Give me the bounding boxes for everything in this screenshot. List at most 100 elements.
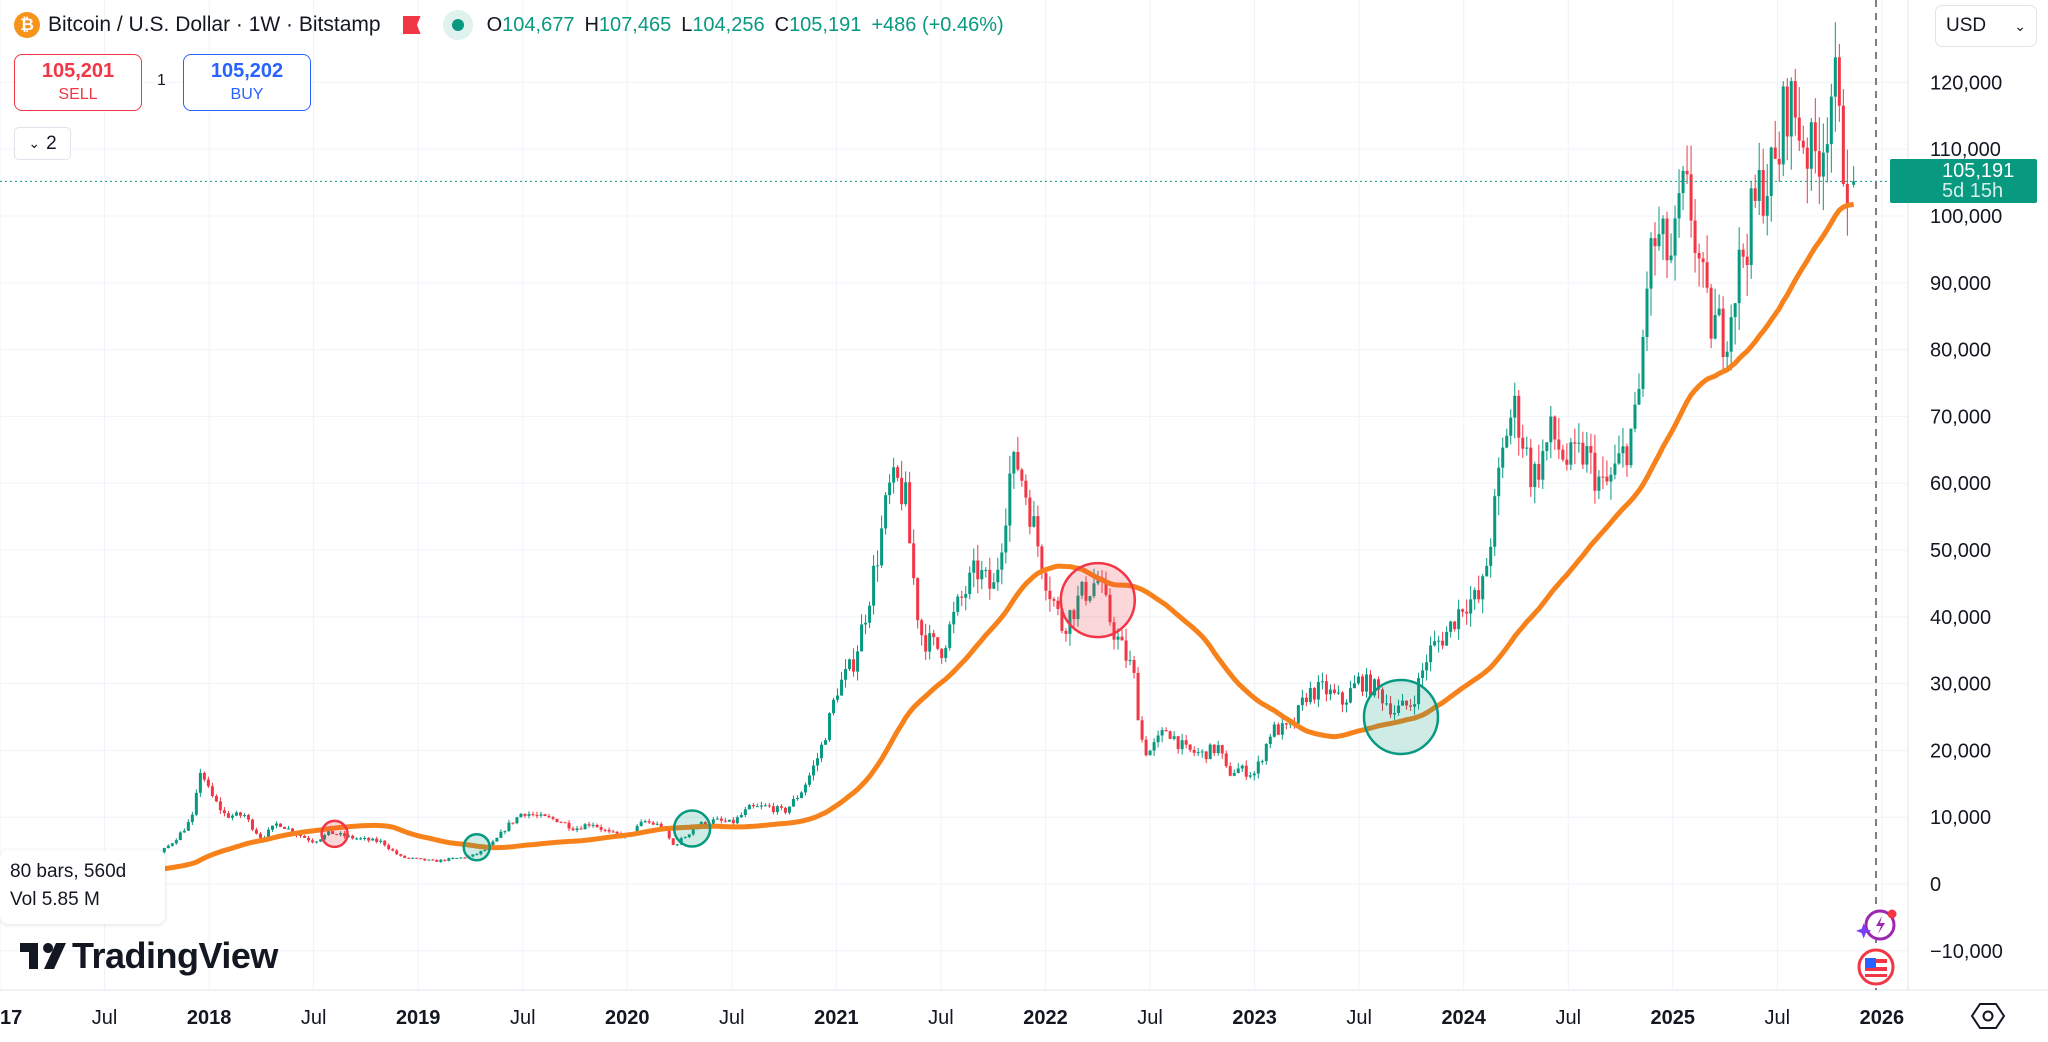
candle <box>1425 654 1429 681</box>
candle-body <box>892 467 896 483</box>
candle <box>1212 744 1216 756</box>
settings-icon[interactable] <box>1970 1000 2006 1032</box>
candle <box>218 797 222 814</box>
candle-body <box>828 713 832 741</box>
candle-body <box>323 835 327 840</box>
candle <box>555 818 559 823</box>
candle-body <box>443 859 447 861</box>
candle <box>1521 424 1525 458</box>
candle <box>683 836 687 839</box>
candle <box>339 831 343 837</box>
candle-body <box>1381 689 1385 704</box>
candle <box>824 738 828 745</box>
candle <box>1429 636 1433 672</box>
candle <box>1465 599 1469 625</box>
ai-assistant-icon[interactable] <box>1856 905 1900 945</box>
candle <box>1793 69 1797 136</box>
time-tick-label: Jul <box>92 1007 118 1029</box>
candle <box>1673 205 1677 281</box>
candle-body <box>1633 404 1637 429</box>
candle-body <box>888 482 892 496</box>
candle <box>1705 235 1709 294</box>
candle-body <box>1076 595 1080 620</box>
candle <box>315 841 319 844</box>
indicators-toggle-button[interactable]: ⌄ 2 <box>14 127 71 160</box>
time-tick-label: Jul <box>301 1007 327 1029</box>
candle <box>1304 692 1308 707</box>
candle <box>351 834 355 840</box>
candle <box>1076 585 1080 627</box>
tradingview-logo[interactable]: TradingView <box>20 935 278 977</box>
candle <box>1689 145 1693 238</box>
candle-body <box>956 596 960 612</box>
candle-body <box>1332 689 1336 693</box>
candle <box>1469 585 1473 627</box>
symbol-title[interactable]: Bitcoin / U.S. Dollar · 1W · Bitstamp <box>48 13 381 36</box>
candle <box>1036 505 1040 558</box>
candle-body <box>1316 681 1320 700</box>
candle <box>1601 456 1605 490</box>
candle-body <box>1485 565 1489 577</box>
sell-label: SELL <box>58 86 98 103</box>
candle <box>162 847 166 854</box>
candle <box>1080 580 1084 600</box>
candle-body <box>1593 452 1597 491</box>
candle <box>495 837 499 842</box>
candle-body <box>291 828 295 834</box>
buy-label: BUY <box>230 86 264 103</box>
time-tick-label: Jul <box>1346 1007 1372 1029</box>
candle <box>735 815 739 824</box>
candle <box>559 821 563 824</box>
candle <box>1433 630 1437 647</box>
candle-body <box>206 779 210 787</box>
market-status-icon[interactable] <box>442 10 473 40</box>
candle <box>1453 620 1457 632</box>
candle-body <box>1112 622 1116 640</box>
currency-select[interactable]: USD ⌄ <box>1935 5 2037 47</box>
candle <box>459 857 463 859</box>
candle <box>323 833 327 841</box>
candle <box>691 828 695 836</box>
candle-body <box>1621 446 1625 454</box>
candle-body <box>1577 442 1581 444</box>
candle <box>1164 727 1168 732</box>
candle-body <box>355 838 359 840</box>
candle <box>856 645 860 681</box>
flag-icon[interactable] <box>402 16 421 34</box>
buy-button[interactable]: 105,202 BUY <box>183 54 311 111</box>
candle-body <box>431 859 435 861</box>
candle <box>864 614 868 635</box>
candle <box>1733 303 1737 345</box>
candle <box>1064 628 1068 642</box>
sell-button[interactable]: 105,201 SELL <box>14 54 142 111</box>
candle-body <box>411 857 415 859</box>
candle <box>479 850 483 856</box>
candle <box>178 831 182 841</box>
moving-average-line <box>0 201 1855 881</box>
candle <box>948 621 952 651</box>
candle <box>1024 474 1028 506</box>
candle <box>451 857 455 860</box>
candle <box>403 855 407 859</box>
candle-body <box>1757 170 1761 201</box>
candle <box>567 820 571 831</box>
candle-body <box>1673 218 1677 256</box>
candle <box>1328 684 1332 701</box>
candle <box>759 801 763 810</box>
candle-body <box>1244 765 1248 777</box>
candle-body <box>266 829 270 838</box>
us-economic-event-icon[interactable] <box>1857 948 1895 986</box>
candle-body <box>727 819 731 822</box>
candle-body <box>735 817 739 824</box>
candle <box>908 472 912 544</box>
candle-body <box>1052 599 1056 601</box>
candle-body <box>1813 122 1817 152</box>
candle-body <box>1028 497 1032 527</box>
candle <box>1481 573 1485 614</box>
candle <box>206 776 210 788</box>
candle-body <box>775 806 779 813</box>
sell-signal-marker <box>1059 561 1137 639</box>
candle-body <box>451 858 455 860</box>
candle-body <box>912 543 916 579</box>
